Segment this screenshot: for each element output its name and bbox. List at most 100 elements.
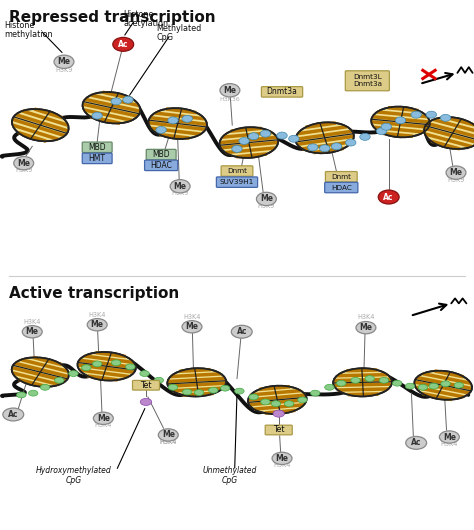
Ellipse shape — [424, 117, 474, 149]
Text: Me: Me — [91, 320, 104, 329]
Circle shape — [111, 360, 121, 366]
Circle shape — [158, 429, 178, 441]
Text: CpG: CpG — [65, 475, 82, 484]
Circle shape — [260, 130, 271, 137]
Text: MBD: MBD — [152, 150, 170, 159]
Circle shape — [406, 436, 427, 449]
Text: H3K4: H3K4 — [24, 319, 41, 324]
Text: H3K9: H3K9 — [15, 167, 32, 173]
Text: Me: Me — [162, 430, 175, 439]
Circle shape — [365, 376, 374, 382]
Circle shape — [154, 377, 164, 383]
Circle shape — [411, 111, 421, 118]
Circle shape — [40, 384, 50, 390]
Circle shape — [308, 144, 318, 151]
Circle shape — [261, 399, 270, 405]
Text: Me: Me — [173, 182, 187, 191]
Circle shape — [454, 382, 464, 388]
Text: Me: Me — [260, 195, 273, 204]
Text: H3K4: H3K4 — [273, 462, 291, 468]
Ellipse shape — [78, 352, 136, 381]
Text: Me: Me — [443, 432, 456, 441]
Circle shape — [140, 370, 149, 376]
Text: Tet: Tet — [273, 426, 284, 435]
FancyBboxPatch shape — [326, 172, 357, 182]
Circle shape — [168, 117, 178, 124]
Text: Me: Me — [359, 323, 373, 332]
Circle shape — [271, 401, 281, 407]
Circle shape — [319, 145, 330, 152]
Text: H3K9: H3K9 — [447, 177, 465, 183]
Ellipse shape — [219, 127, 278, 158]
Circle shape — [346, 139, 356, 146]
Circle shape — [231, 325, 252, 338]
Text: Dnmt: Dnmt — [331, 174, 351, 180]
Circle shape — [55, 377, 64, 383]
Circle shape — [446, 166, 466, 179]
Circle shape — [232, 145, 242, 152]
Circle shape — [429, 383, 438, 389]
Ellipse shape — [148, 108, 207, 139]
Circle shape — [440, 114, 451, 121]
Text: H3K36: H3K36 — [219, 97, 240, 102]
Circle shape — [381, 123, 392, 130]
Circle shape — [111, 98, 121, 105]
Circle shape — [379, 377, 389, 383]
Text: Dnmt3L
Dnmt3a: Dnmt3L Dnmt3a — [353, 74, 382, 87]
Circle shape — [337, 381, 346, 386]
Circle shape — [93, 412, 113, 425]
Ellipse shape — [371, 107, 430, 137]
Circle shape — [182, 321, 202, 333]
Text: acetylation: acetylation — [123, 19, 168, 28]
Circle shape — [123, 96, 133, 103]
Circle shape — [310, 390, 320, 396]
Circle shape — [220, 84, 240, 97]
Text: Repressed transcription: Repressed transcription — [9, 10, 215, 24]
Circle shape — [441, 381, 450, 387]
Circle shape — [54, 55, 74, 68]
Circle shape — [220, 385, 230, 391]
FancyBboxPatch shape — [325, 182, 358, 193]
Ellipse shape — [12, 357, 69, 387]
Text: Dnmt: Dnmt — [227, 168, 247, 174]
Circle shape — [87, 319, 107, 331]
Circle shape — [113, 38, 134, 51]
FancyBboxPatch shape — [146, 149, 176, 160]
Text: Ac: Ac — [383, 192, 394, 201]
Text: SUV39H1: SUV39H1 — [220, 179, 254, 185]
Text: Unmethylated: Unmethylated — [203, 466, 257, 475]
Circle shape — [170, 180, 190, 193]
Circle shape — [395, 117, 406, 124]
Circle shape — [249, 394, 258, 400]
Circle shape — [439, 431, 459, 443]
Circle shape — [22, 325, 42, 338]
Circle shape — [182, 389, 192, 395]
Circle shape — [194, 390, 204, 395]
Text: HDAC: HDAC — [331, 184, 352, 190]
Text: HMT: HMT — [89, 154, 106, 163]
FancyBboxPatch shape — [221, 166, 253, 176]
Circle shape — [182, 116, 192, 122]
FancyBboxPatch shape — [82, 142, 112, 153]
Circle shape — [284, 401, 294, 407]
Circle shape — [140, 399, 152, 405]
Circle shape — [92, 361, 102, 367]
Circle shape — [248, 132, 259, 140]
Text: Methylated: Methylated — [156, 24, 201, 33]
Circle shape — [360, 134, 370, 140]
Circle shape — [82, 365, 91, 370]
Text: Me: Me — [275, 454, 289, 463]
Ellipse shape — [167, 368, 226, 396]
Circle shape — [356, 322, 376, 334]
Circle shape — [209, 387, 218, 393]
Text: CpG: CpG — [222, 475, 238, 484]
Circle shape — [156, 126, 166, 134]
Text: HDAC: HDAC — [150, 161, 172, 170]
Circle shape — [418, 384, 428, 390]
Text: Me: Me — [57, 57, 71, 66]
Circle shape — [69, 370, 78, 376]
Text: H3K4: H3K4 — [160, 439, 177, 445]
Text: Me: Me — [97, 414, 110, 423]
Circle shape — [426, 111, 437, 118]
Text: Histone: Histone — [5, 21, 35, 30]
